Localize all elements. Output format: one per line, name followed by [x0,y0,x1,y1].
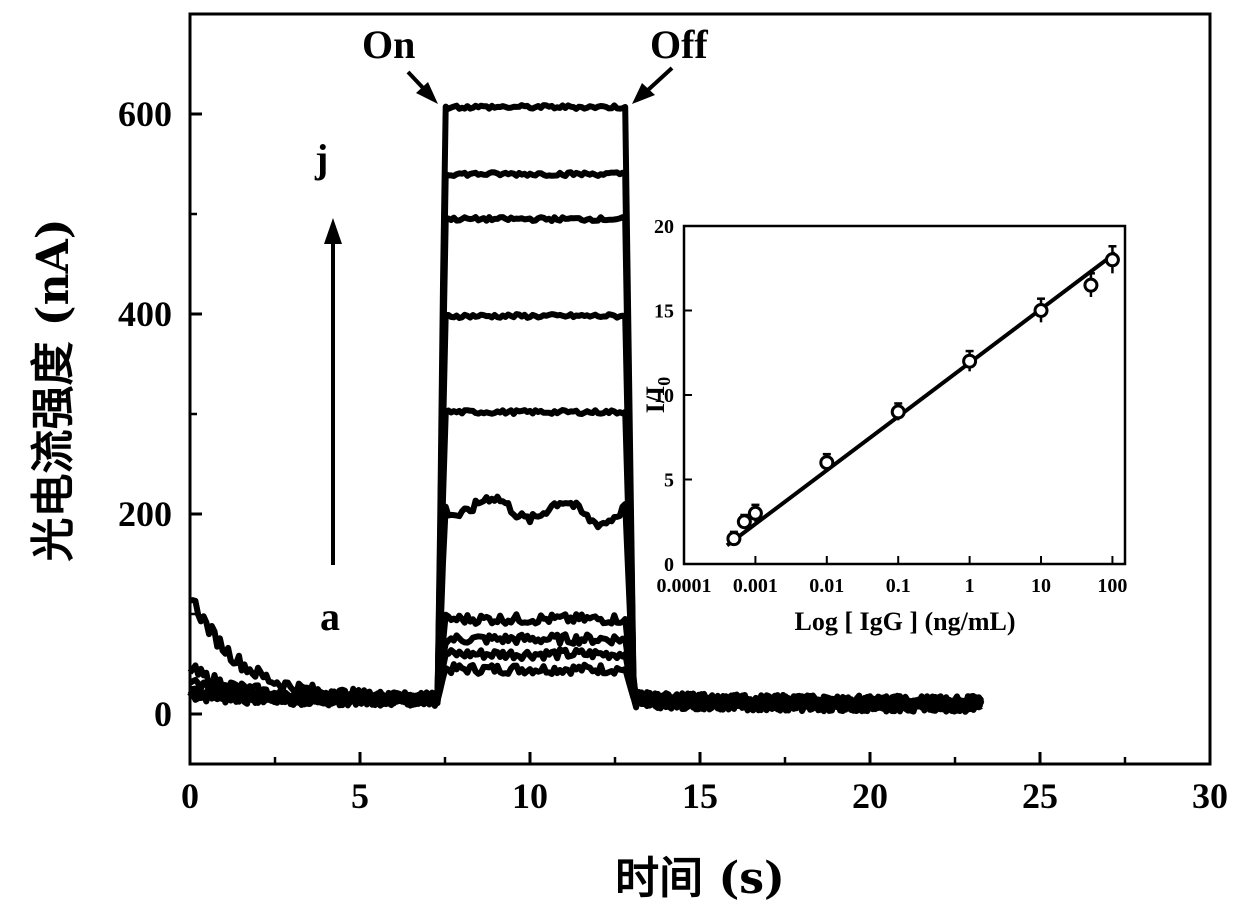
inset-data-point [738,516,750,528]
label-j: j [314,136,328,181]
inset-data-point [1035,305,1047,317]
inset-data-point [1085,279,1097,291]
y-axis-label: 光电流强度 (nA) [28,218,79,561]
inset-x-tick-label: 10 [1031,575,1051,597]
inset-y-tick-label: 20 [654,216,674,238]
y-tick-label: 600 [118,94,172,134]
x-tick-label: 15 [682,776,718,816]
inset-x-tick-label: 100 [1097,575,1127,597]
inset-data-point [821,457,833,469]
x-tick-label: 25 [1022,776,1058,816]
inset-y-label-main: I/I [641,386,670,413]
inset-x-tick-label: 0.001 [733,575,778,597]
inset-x-tick-label: 0.0001 [657,575,712,597]
x-tick-label: 0 [181,776,199,816]
inset-x-tick-label: 1 [965,575,975,597]
x-tick-label: 20 [852,776,888,816]
label-a: a [320,594,340,639]
y-tick-label: 200 [118,494,172,534]
inset-data-point [1106,254,1118,266]
inset-data-point [749,507,761,519]
inset-x-tick-label: 0.01 [809,575,844,597]
on-label: On [362,22,415,67]
inset-x-tick-label: 0.1 [886,575,911,597]
x-tick-label: 30 [1192,776,1228,816]
x-tick-label: 5 [351,776,369,816]
x-axis-label: 时间 (s) [615,853,785,904]
inset-y-label-sub: 0 [654,377,674,386]
y-tick-label: 400 [118,294,172,334]
inset-data-point [964,355,976,367]
inset-y-tick-label: 15 [654,301,674,323]
inset-data-point [892,406,904,418]
inset-x-axis-label: Log [ IgG ] (ng/mL) [795,607,1016,636]
inset-data-point [728,533,740,545]
inset-y-tick-label: 5 [664,470,674,492]
off-label: Off [650,22,708,67]
x-tick-label: 10 [512,776,548,816]
inset-y-tick-label: 0 [664,554,674,576]
y-tick-label: 0 [154,694,172,734]
